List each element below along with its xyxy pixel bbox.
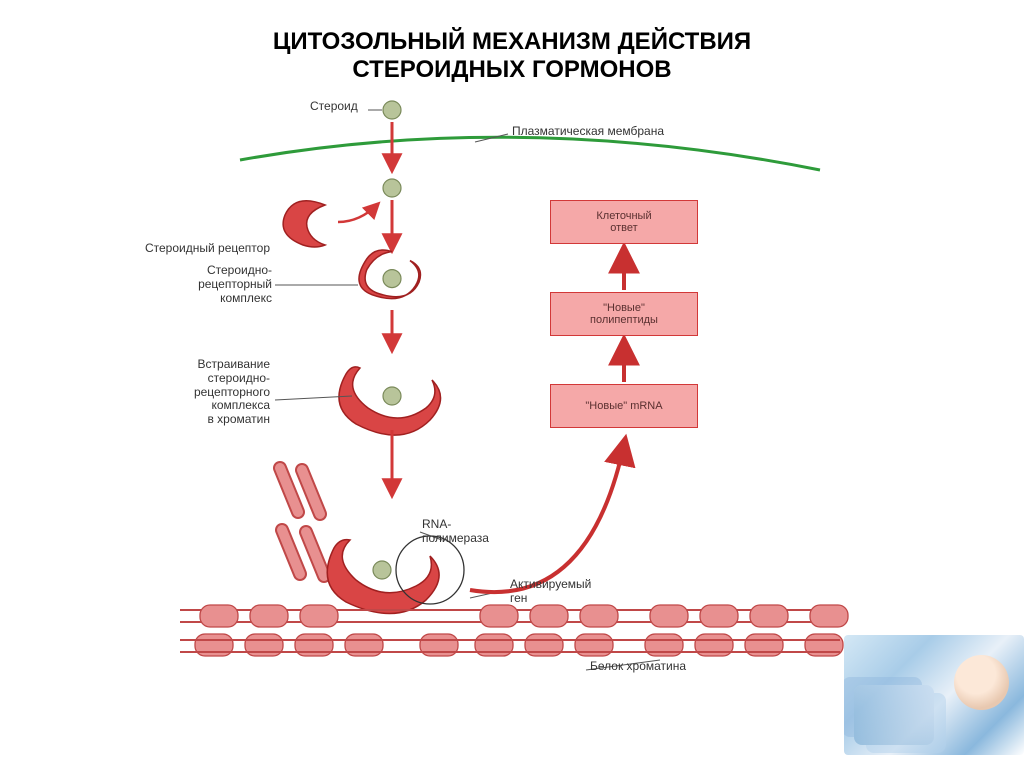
- diagram-container: Стероид Плазматическая мембрана Стероидн…: [120, 100, 900, 690]
- label-complex: Стероидно- рецепторный комплекс: [182, 264, 272, 305]
- label-chromatin-protein: Белок хроматина: [590, 660, 686, 674]
- title-line-1: ЦИТОЗОЛЬНЫЙ МЕХАНИЗМ ДЕЙСТВИЯ: [0, 28, 1024, 56]
- label-steroid: Стероид: [310, 100, 358, 114]
- label-gene: Активируемый ген: [510, 578, 591, 606]
- label-membrane: Плазматическая мембрана: [512, 125, 664, 139]
- label-polymerase: RNA- полимераза: [422, 518, 489, 546]
- title-line-2: СТЕРОИДНЫХ ГОРМОНОВ: [0, 56, 1024, 84]
- box-polypeptides: "Новые" полипептиды: [550, 292, 698, 336]
- box-cell-response: Клеточный ответ: [550, 200, 698, 244]
- label-receptor: Стероидный рецептор: [135, 242, 270, 256]
- label-insertion: Встраивание стероидно- рецепторного комп…: [160, 358, 270, 427]
- decorative-photo: [844, 635, 1024, 755]
- box-mrna: "Новые" mRNA: [550, 384, 698, 428]
- page-title: ЦИТОЗОЛЬНЫЙ МЕХАНИЗМ ДЕЙСТВИЯ СТЕРОИДНЫХ…: [0, 28, 1024, 84]
